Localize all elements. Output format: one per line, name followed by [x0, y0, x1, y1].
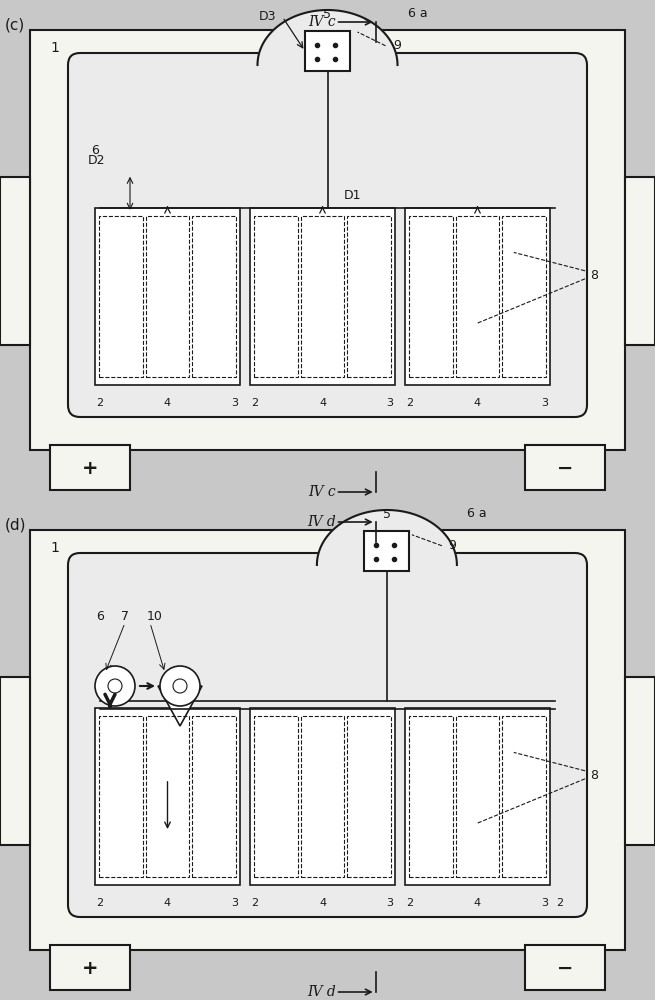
Text: 5: 5 — [383, 508, 391, 521]
Text: IV c: IV c — [308, 485, 335, 499]
Text: 6 a: 6 a — [407, 7, 427, 20]
Text: 8: 8 — [590, 269, 598, 282]
Text: D3: D3 — [259, 10, 276, 23]
FancyBboxPatch shape — [405, 208, 550, 385]
Text: 4: 4 — [164, 398, 171, 408]
FancyBboxPatch shape — [364, 531, 409, 571]
Text: 2: 2 — [252, 898, 259, 908]
Text: 6 a: 6 a — [467, 507, 487, 520]
Polygon shape — [158, 686, 202, 726]
FancyBboxPatch shape — [525, 945, 605, 990]
Text: 8: 8 — [590, 769, 598, 782]
Text: 3: 3 — [542, 898, 548, 908]
FancyBboxPatch shape — [50, 445, 130, 490]
Text: 7: 7 — [121, 609, 129, 622]
FancyBboxPatch shape — [250, 208, 395, 385]
FancyBboxPatch shape — [0, 677, 30, 845]
Text: D1: D1 — [344, 189, 362, 202]
Text: 1: 1 — [50, 41, 60, 55]
FancyBboxPatch shape — [305, 31, 350, 71]
Text: 4: 4 — [319, 398, 326, 408]
FancyBboxPatch shape — [625, 677, 655, 845]
FancyBboxPatch shape — [30, 30, 625, 450]
FancyBboxPatch shape — [68, 553, 587, 917]
FancyBboxPatch shape — [50, 945, 130, 990]
Text: (c): (c) — [5, 18, 26, 33]
Polygon shape — [257, 10, 398, 65]
Text: +: + — [82, 458, 98, 478]
Text: 2: 2 — [407, 398, 413, 408]
Text: IV d: IV d — [307, 985, 335, 999]
Text: IV c: IV c — [308, 15, 335, 29]
FancyBboxPatch shape — [625, 177, 655, 345]
Text: 3: 3 — [542, 398, 548, 408]
Text: −: − — [557, 458, 573, 478]
Text: 5: 5 — [324, 8, 331, 21]
Circle shape — [95, 666, 135, 706]
Circle shape — [173, 679, 187, 693]
Text: 2: 2 — [96, 898, 103, 908]
Text: 9: 9 — [448, 539, 456, 552]
Text: 2: 2 — [407, 898, 413, 908]
Circle shape — [160, 666, 200, 706]
Text: 2: 2 — [252, 398, 259, 408]
Text: −: − — [557, 958, 573, 978]
Text: 1: 1 — [50, 541, 60, 555]
Circle shape — [108, 679, 122, 693]
Text: D2: D2 — [88, 154, 105, 167]
Text: 2: 2 — [557, 898, 563, 908]
FancyBboxPatch shape — [405, 708, 550, 885]
Text: 3: 3 — [231, 898, 238, 908]
Text: 4: 4 — [164, 898, 171, 908]
Text: 10: 10 — [147, 609, 163, 622]
Text: 3: 3 — [386, 898, 394, 908]
Text: 2: 2 — [96, 398, 103, 408]
Text: 4: 4 — [319, 898, 326, 908]
Text: 3: 3 — [386, 398, 394, 408]
Text: 4: 4 — [474, 898, 481, 908]
FancyBboxPatch shape — [525, 445, 605, 490]
FancyBboxPatch shape — [30, 530, 625, 950]
FancyBboxPatch shape — [250, 708, 395, 885]
FancyBboxPatch shape — [68, 53, 587, 417]
Text: 9: 9 — [394, 39, 402, 52]
Text: 4: 4 — [474, 398, 481, 408]
Text: +: + — [82, 958, 98, 978]
FancyBboxPatch shape — [95, 708, 240, 885]
Text: IV d: IV d — [307, 515, 335, 529]
Text: 6: 6 — [96, 609, 104, 622]
Text: 3: 3 — [231, 398, 238, 408]
Text: 6: 6 — [91, 143, 99, 156]
FancyBboxPatch shape — [0, 177, 30, 345]
FancyBboxPatch shape — [95, 208, 240, 385]
Text: (d): (d) — [5, 518, 26, 533]
Polygon shape — [317, 510, 457, 565]
